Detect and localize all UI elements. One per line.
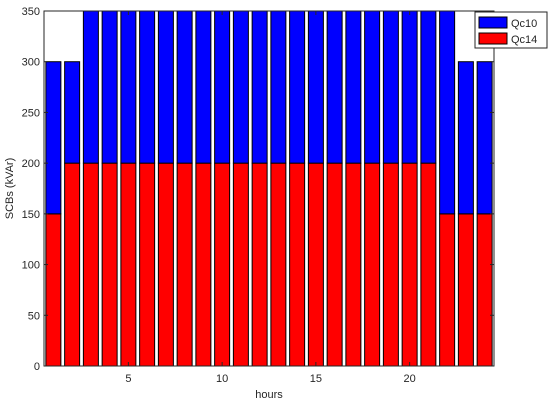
- bar-qc14-hour-17: [345, 162, 362, 367]
- ticks-layer: 0 50 100 150 200 250 300 350 5 10 15 20: [22, 6, 494, 385]
- bar-qc14-hour-3: [82, 162, 99, 367]
- bar-qc14-hour-8: [176, 162, 193, 367]
- bar-qc14-hour-21: [420, 162, 437, 367]
- y-tick-label: 250: [22, 107, 40, 119]
- bar-qc10-hour-1: [45, 61, 62, 215]
- bar-qc14-hour-5: [120, 162, 137, 367]
- x-tick-label: 15: [310, 373, 322, 385]
- bar-qc14-hour-7: [157, 162, 174, 367]
- x-tick-label: 20: [404, 373, 416, 385]
- bar-qc14-hour-11: [232, 162, 249, 367]
- bar-qc10-hour-9: [195, 10, 212, 164]
- bar-qc14-hour-14: [289, 162, 306, 367]
- y-tick-label: 350: [22, 6, 40, 18]
- x-tick-label: 10: [216, 373, 228, 385]
- bar-qc10-hour-24: [476, 61, 493, 215]
- bar-qc10-hour-15: [307, 10, 324, 164]
- bar-qc10-hour-11: [232, 10, 249, 164]
- bar-qc10-hour-21: [420, 10, 437, 164]
- bar-qc14-hour-20: [401, 162, 418, 367]
- bar-qc10-hour-2: [64, 61, 81, 164]
- bar-qc14-hour-24: [476, 213, 493, 367]
- bar-qc14-hour-2: [64, 162, 81, 367]
- x-axis-label: hours: [255, 389, 283, 401]
- bar-qc10-hour-23: [457, 61, 474, 215]
- legend-label-qc10: Qc10: [511, 18, 537, 30]
- bar-qc14-hour-6: [139, 162, 156, 367]
- bar-qc14-hour-16: [326, 162, 343, 367]
- bar-qc14-hour-1: [45, 213, 62, 367]
- y-tick-label: 50: [28, 310, 40, 322]
- bar-qc14-hour-4: [101, 162, 118, 367]
- bar-qc10-hour-10: [214, 10, 231, 164]
- legend: Qc10 Qc14: [474, 11, 548, 49]
- y-tick-label: 0: [34, 361, 40, 373]
- y-axis-label: SCBs (kVAr): [4, 158, 16, 220]
- bar-qc14-hour-15: [307, 162, 324, 367]
- bar-qc14-hour-10: [214, 162, 231, 367]
- y-tick-label: 200: [22, 158, 40, 170]
- bars-layer: [45, 10, 493, 367]
- bar-qc10-hour-6: [139, 10, 156, 164]
- bar-qc14-hour-13: [270, 162, 287, 367]
- bar-qc14-hour-18: [364, 162, 381, 367]
- bar-qc10-hour-5: [120, 10, 137, 164]
- bar-qc10-hour-16: [326, 10, 343, 164]
- bar-qc10-hour-19: [382, 10, 399, 164]
- bar-qc10-hour-18: [364, 10, 381, 164]
- bar-qc10-hour-8: [176, 10, 193, 164]
- bar-qc14-hour-22: [439, 213, 456, 367]
- bar-qc10-hour-7: [157, 10, 174, 164]
- x-tick-label: 5: [125, 373, 131, 385]
- bar-qc10-hour-3: [82, 10, 99, 164]
- bar-qc10-hour-14: [289, 10, 306, 164]
- plot-frame: [43, 10, 495, 367]
- y-tick-label: 100: [22, 260, 40, 272]
- bar-qc10-hour-13: [270, 10, 287, 164]
- y-tick-label: 300: [22, 57, 40, 69]
- legend-swatch-qc14: [478, 32, 508, 45]
- bar-qc10-hour-20: [401, 10, 418, 164]
- bar-qc10-hour-22: [439, 10, 456, 215]
- bar-qc14-hour-19: [382, 162, 399, 367]
- y-tick-label: 150: [22, 209, 40, 221]
- bar-qc14-hour-23: [457, 213, 474, 367]
- bar-qc10-hour-4: [101, 10, 118, 164]
- bar-qc14-hour-9: [195, 162, 212, 367]
- legend-label-qc14: Qc14: [511, 34, 537, 46]
- bar-qc14-hour-12: [251, 162, 268, 367]
- legend-swatch-qc10: [478, 16, 508, 29]
- bar-qc10-hour-17: [345, 10, 362, 164]
- bar-qc10-hour-12: [251, 10, 268, 164]
